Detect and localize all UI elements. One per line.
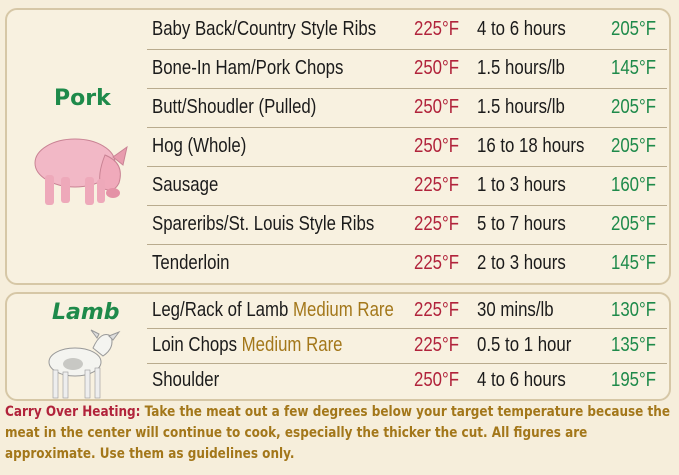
final-temp: 130°F	[611, 299, 657, 321]
table-row: Loin Chops Medium Rare 225°F 0.5 to 1 hour…	[147, 328, 667, 364]
footer-note: Carry Over Heating: Take the meat out a …	[5, 402, 673, 465]
category-label: Pork	[54, 86, 111, 111]
meat-cut: Bone-In Ham/Pork Chops	[152, 49, 343, 87]
footer-lead: Carry Over Heating:	[5, 404, 141, 420]
table-row: Leg/Rack of Lamb Medium Rare 225°F 30 mins…	[147, 293, 667, 329]
doneness-note: Medium Rare	[241, 334, 343, 356]
table-row: Butt/Shoudler (Pulled) 250°F 1.5 hours/lb 2…	[147, 88, 667, 128]
cut-name: Leg/Rack of Lamb	[152, 299, 294, 321]
cut-name: Shoulder	[152, 369, 220, 391]
smoker-temp: 250°F	[414, 135, 460, 157]
cook-time: 2 to 3 hours	[477, 252, 566, 274]
smoker-temp: 225°F	[414, 213, 460, 235]
table-row: Shoulder 250°F 4 to 6 hours 195°F	[147, 363, 667, 398]
final-temp: 205°F	[611, 213, 657, 235]
smoker-temp: 225°F	[414, 299, 460, 321]
cook-time: 1.5 hours/lb	[477, 96, 565, 118]
cut-name: Sausage	[152, 174, 219, 196]
meat-cut: Hog (Whole)	[152, 127, 246, 165]
cook-time: 5 to 7 hours	[477, 213, 566, 235]
smoker-temp: 225°F	[414, 252, 460, 274]
cook-time: 0.5 to 1 hour	[477, 334, 572, 356]
lamb-section: Lamb Leg/Rack of Lamb Medium Rare 225°F 30…	[5, 292, 671, 401]
meat-cut: Sausage	[152, 166, 218, 204]
final-temp: 195°F	[611, 369, 657, 391]
final-temp: 205°F	[611, 18, 657, 40]
cook-time: 4 to 6 hours	[477, 369, 566, 391]
cook-time: 1 to 3 hours	[477, 174, 566, 196]
pig-icon	[34, 138, 128, 205]
meat-cut: Shoulder	[152, 363, 219, 397]
smoker-temp: 225°F	[414, 174, 460, 196]
table-row: Hog (Whole) 250°F 16 to 18 hours 205°F	[147, 127, 667, 167]
table-row: Spareribs/St. Louis Style Ribs 225°F 5 to …	[147, 205, 667, 245]
cut-name: Hog (Whole)	[152, 135, 247, 157]
table-row: Tenderloin 225°F 2 to 3 hours 145°F	[147, 244, 667, 283]
table-row: Bone-In Ham/Pork Chops 250°F 1.5 hours/lb 1…	[147, 49, 667, 89]
meat-cut: Baby Back/Country Style Ribs	[152, 10, 376, 48]
smoker-temp: 250°F	[414, 96, 460, 118]
cut-name: Tenderloin	[152, 252, 230, 274]
meat-cut: Loin Chops Medium Rare	[152, 328, 343, 362]
cook-time: 4 to 6 hours	[477, 18, 566, 40]
cut-name: Butt/Shoudler (Pulled)	[152, 96, 317, 118]
cook-time: 30 mins/lb	[477, 299, 554, 321]
cut-name: Loin Chops	[152, 334, 242, 356]
meat-cut: Tenderloin	[152, 244, 230, 282]
smoker-temp: 225°F	[414, 18, 460, 40]
cook-time: 1.5 hours/lb	[477, 57, 565, 79]
final-temp: 145°F	[611, 57, 657, 79]
final-temp: 160°F	[611, 174, 657, 196]
footer-text: Take the meat out a few degrees below yo…	[5, 404, 671, 462]
pork-section: Pork Baby Back/Country Style Ribs 225°F 4 …	[5, 8, 671, 285]
final-temp: 205°F	[611, 135, 657, 157]
smoker-temp: 250°F	[414, 369, 460, 391]
doneness-note: Medium Rare	[293, 299, 394, 321]
smoker-temp: 250°F	[414, 57, 460, 79]
final-temp: 205°F	[611, 96, 657, 118]
final-temp: 145°F	[611, 252, 657, 274]
final-temp: 135°F	[611, 334, 657, 356]
cut-name: Baby Back/Country Style Ribs	[152, 18, 377, 40]
meat-cut: Butt/Shoudler (Pulled)	[152, 88, 316, 126]
table-row: Sausage 225°F 1 to 3 hours 160°F	[147, 166, 667, 206]
category-label: Lamb	[52, 300, 120, 325]
smoker-temp: 225°F	[414, 334, 460, 356]
cut-name: Bone-In Ham/Pork Chops	[152, 57, 344, 79]
meat-cut: Spareribs/St. Louis Style Ribs	[152, 205, 374, 243]
table-row: Baby Back/Country Style Ribs 225°F 4 to 6 …	[147, 10, 667, 50]
lamb-icon	[48, 329, 121, 399]
cook-time: 16 to 18 hours	[477, 135, 585, 157]
cut-name: Spareribs/St. Louis Style Ribs	[152, 213, 375, 235]
meat-cut: Leg/Rack of Lamb Medium Rare	[152, 293, 394, 327]
